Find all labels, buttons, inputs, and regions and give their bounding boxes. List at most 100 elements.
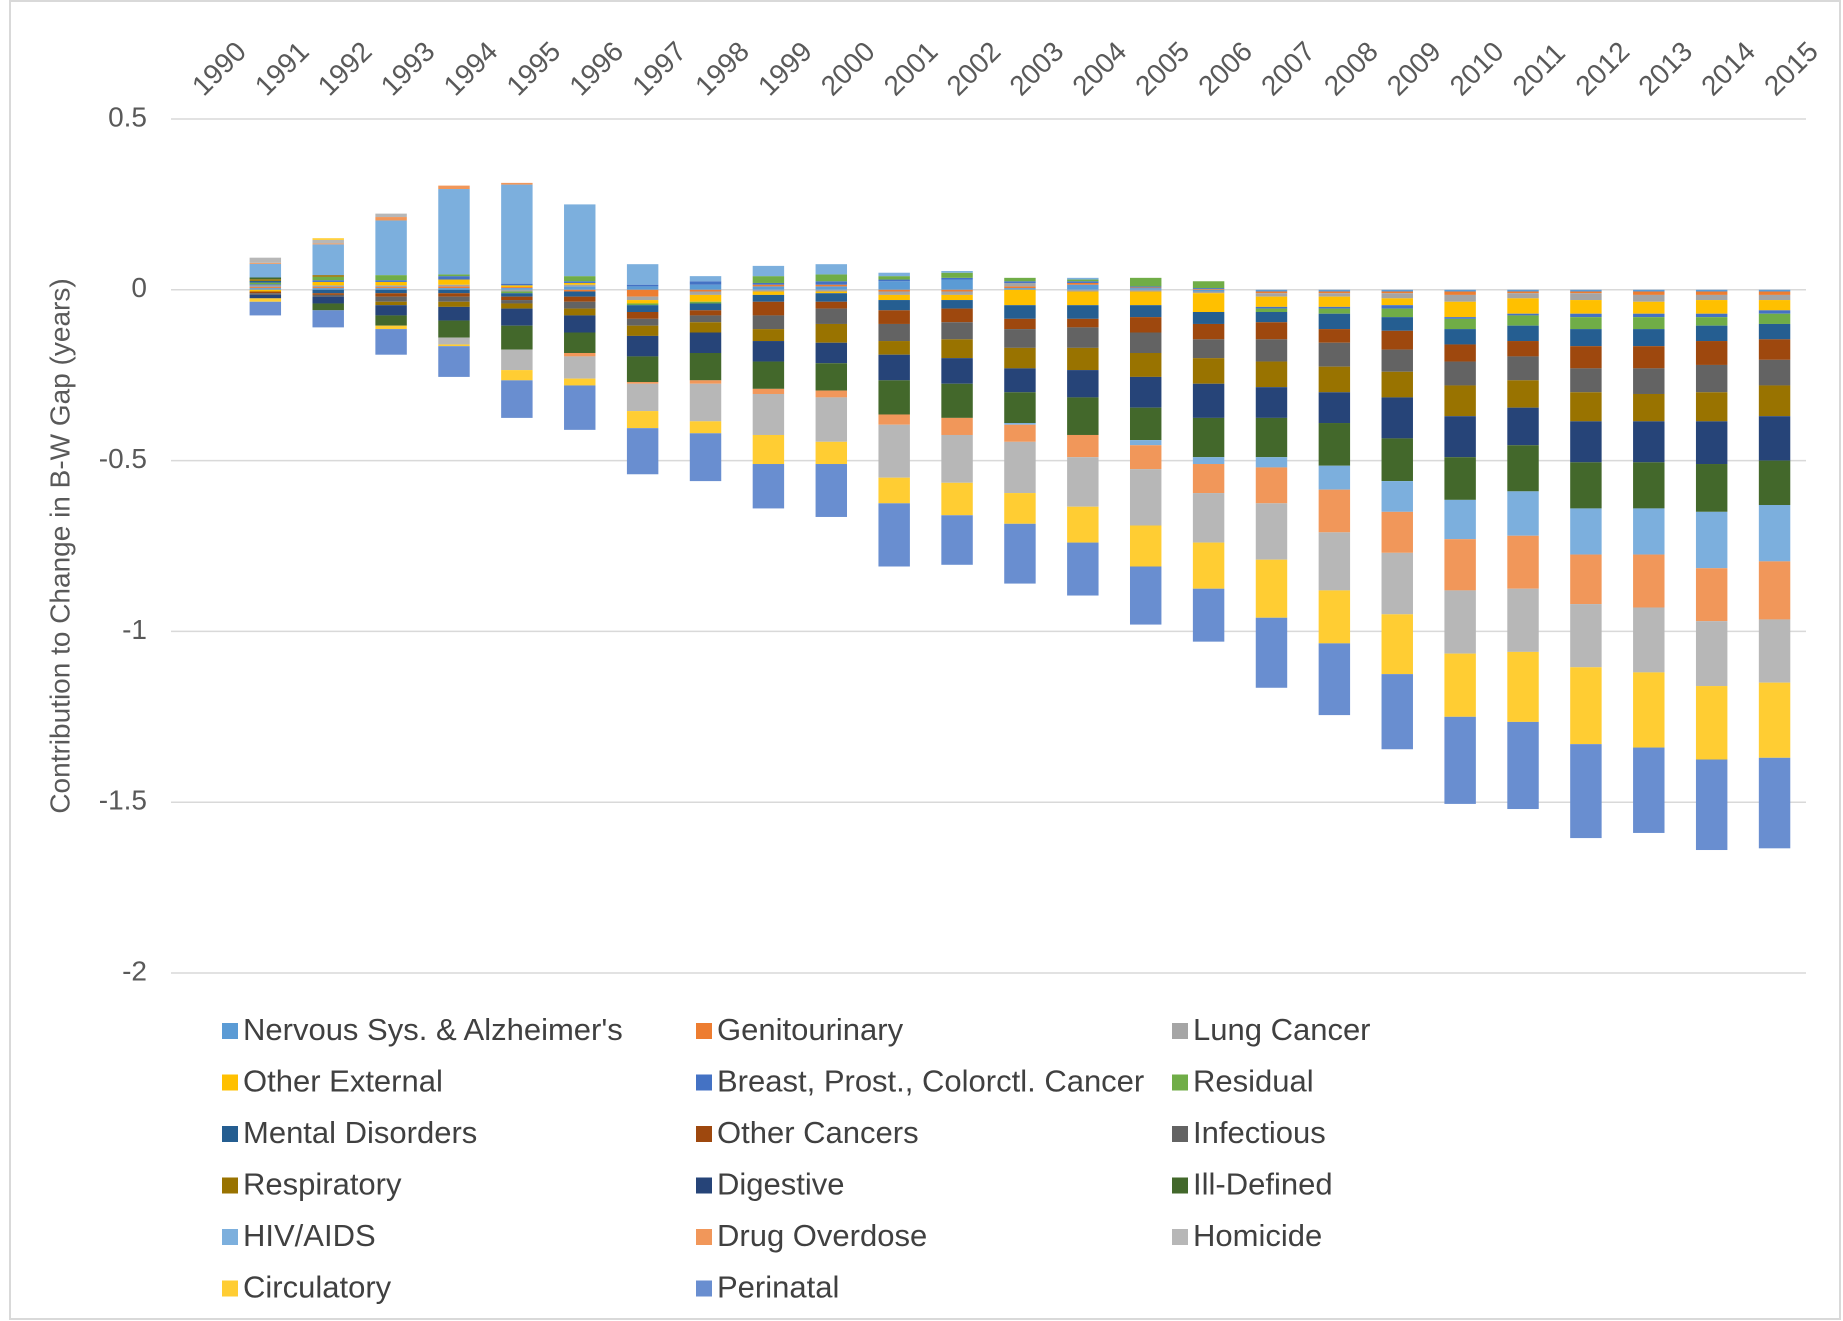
bar-segment — [815, 286, 848, 290]
bar-segment — [1067, 434, 1099, 458]
bar-segment — [1318, 643, 1351, 716]
bar-segment — [878, 294, 910, 301]
bar-segment — [1507, 445, 1539, 492]
bar-segment — [941, 358, 973, 384]
bar-segment — [878, 380, 910, 415]
bar-segment — [1444, 385, 1476, 417]
bar-segment — [1444, 317, 1476, 319]
bar-segment — [1004, 305, 1036, 319]
bar-segment — [752, 294, 785, 302]
bar-segment — [1570, 329, 1602, 347]
bar-segment — [1255, 293, 1288, 297]
bar-segment — [1004, 281, 1036, 283]
bar-segment — [1570, 604, 1602, 668]
bar-segment — [1507, 721, 1539, 810]
bar-segment — [941, 339, 973, 359]
legend-swatch — [222, 1280, 238, 1297]
bar-segment — [564, 301, 596, 309]
bar-segment — [1255, 417, 1288, 458]
bar-segment — [941, 294, 973, 301]
bar-segment — [941, 515, 973, 565]
bar-segment — [1444, 499, 1476, 540]
bar-segment — [1255, 503, 1288, 560]
bar-segment — [1695, 621, 1728, 687]
bar-segment — [1192, 542, 1225, 589]
legend-swatch — [696, 1074, 712, 1091]
bar-segment — [1004, 424, 1036, 442]
bar-segment — [1004, 493, 1036, 524]
bar-segment — [564, 284, 596, 287]
bar-segment — [1255, 291, 1288, 294]
bar-segment — [941, 279, 973, 290]
bar-segment — [878, 310, 910, 324]
legend-swatch — [222, 1074, 238, 1091]
bar-segment — [1255, 387, 1288, 418]
bar-segment — [1192, 289, 1225, 290]
bar-segment — [1758, 289, 1791, 292]
bar-segment — [1444, 361, 1476, 386]
bar-segment — [1067, 542, 1099, 596]
bar-segment — [1192, 358, 1225, 384]
bar-segment — [1633, 329, 1665, 347]
bar-segment — [564, 352, 596, 357]
bar-segment — [1381, 289, 1413, 292]
bar-segment — [564, 296, 596, 302]
bar-segment — [1067, 305, 1099, 319]
bar-segment — [626, 428, 659, 475]
bar-segment — [752, 276, 785, 283]
bar-segment — [626, 312, 659, 319]
bar-segment — [501, 303, 533, 309]
bar-segment — [564, 332, 596, 353]
bar-segment — [1255, 289, 1288, 292]
legend-label: Ill-Defined — [1193, 1167, 1333, 1202]
bar-segment — [1444, 539, 1476, 591]
bar-segment — [312, 285, 344, 288]
bar-segment — [626, 411, 659, 429]
bar-segment — [689, 294, 722, 302]
bar-segment — [1695, 325, 1728, 342]
bar-segment — [1192, 493, 1225, 543]
bar-segment — [1192, 312, 1225, 324]
bar-segment — [312, 238, 344, 240]
bar-segment — [1570, 462, 1602, 509]
bar-segment — [815, 301, 848, 309]
bar-segment — [1318, 289, 1351, 292]
bar-segment — [626, 296, 659, 301]
bar-segment — [249, 279, 282, 281]
bar-segment — [564, 291, 596, 297]
bar-segment — [564, 276, 596, 282]
bar-segment — [1444, 329, 1476, 345]
bar-segment — [626, 284, 659, 287]
bar-segment — [1507, 491, 1539, 536]
bar-segment — [312, 239, 344, 244]
bar-segment — [626, 325, 659, 336]
bar-segment — [1758, 291, 1791, 295]
bar-segment — [1192, 323, 1225, 340]
bar-segment — [438, 289, 470, 294]
bar-segment — [1004, 277, 1036, 282]
bar-segment — [1570, 291, 1602, 294]
bar-segment — [752, 284, 785, 287]
bar-segment — [815, 342, 848, 364]
bar-segment — [752, 282, 785, 285]
bar-segment — [1758, 757, 1791, 849]
bar-segment — [1255, 312, 1288, 323]
bar-segment — [375, 285, 407, 288]
bar-segment — [941, 291, 973, 295]
bar-segment — [1192, 383, 1225, 418]
bar-segment — [689, 421, 722, 434]
bar-segment — [1067, 370, 1099, 398]
bar-segment — [1758, 300, 1791, 311]
bar-segment — [752, 265, 785, 277]
bar-segment — [1129, 566, 1162, 625]
bar-segment — [375, 220, 407, 276]
bar-segment — [1004, 347, 1036, 369]
bar-segment — [1318, 366, 1351, 393]
bar-segment — [878, 279, 910, 282]
bar-segment — [1067, 289, 1099, 292]
y-tick-label: -0.5 — [99, 443, 147, 474]
bar-segment — [878, 354, 910, 381]
bar-segment — [1318, 465, 1351, 490]
bar-segment — [878, 341, 910, 355]
bar-segment — [1067, 291, 1099, 306]
